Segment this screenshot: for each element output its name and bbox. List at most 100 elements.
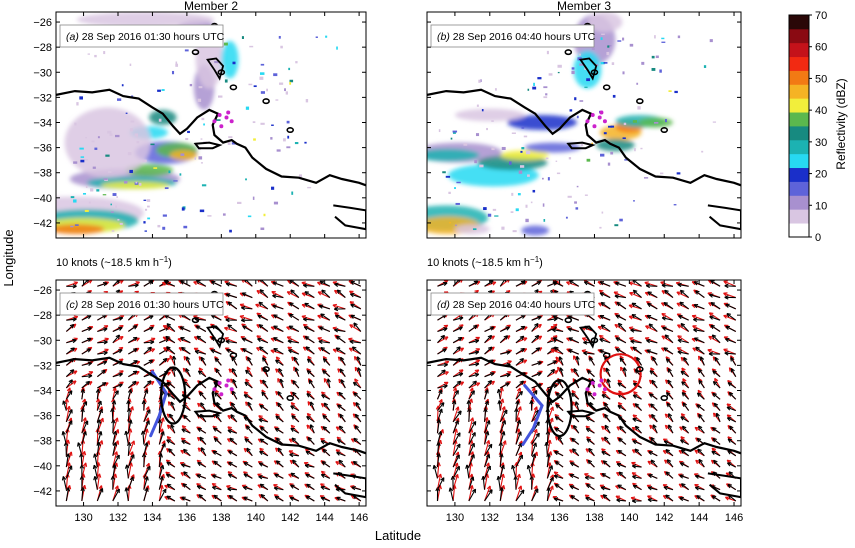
reflectivity-cell [548,177,550,180]
reflectivity-cell [574,97,576,100]
reflectivity-cell [543,96,547,98]
reflectivity-cell [463,143,467,146]
reflectivity-cell [602,212,604,214]
reflectivity-cell [446,176,450,178]
reflectivity-cell [232,62,235,65]
reflectivity-cell [130,121,134,123]
reflectivity-cell [147,206,150,208]
reflectivity-cell [216,119,220,121]
reflectivity-cell [606,52,609,55]
reflectivity-cell [94,148,97,150]
reflectivity-cell [109,133,112,135]
reflectivity-cell [491,120,494,122]
reflectivity-cell [613,95,616,98]
reflectivity-cell [637,106,640,109]
reflectivity-cell [83,193,86,195]
reflectivity-cell [455,225,457,226]
reflectivity-cell [612,62,614,65]
reflectivity-cell [652,56,655,59]
reflectivity-cell [271,187,274,190]
colorbar-segment [789,112,809,126]
reflectivity-cell [494,215,498,216]
reflectivity-cell [279,83,283,85]
reflectivity-cell [521,147,524,149]
reflectivity-cell [237,202,241,204]
y-tick-label: −26 [33,285,52,297]
reflectivity-cell [289,82,291,85]
reflectivity-cell [283,138,286,141]
reflectivity-cell [579,100,583,102]
reflectivity-cell [203,123,205,125]
reflectivity-cell [483,207,487,210]
y-tick-label: −30 [33,335,52,347]
reflectivity-cell [336,47,338,50]
reflectivity-cell [455,109,525,122]
reflectivity-cell [501,227,504,230]
reflectivity-cell [271,125,274,126]
reflectivity-cell [223,213,226,215]
reflectivity-cell [604,132,607,134]
reflectivity-cell [454,187,456,189]
station-marker [212,387,216,391]
reflectivity-cell [574,201,577,203]
reflectivity-cell [98,136,100,138]
reflectivity-cell [173,180,177,181]
y-tick-label: −42 [33,218,52,230]
panel-b-reflectivity: (b) 28 Sep 2016 04:40 hours UTC [404,12,741,238]
y-tick-label: −28 [33,42,52,54]
reflectivity-cell [70,226,73,227]
reflectivity-cell [254,85,257,87]
reflectivity-cell [260,123,264,125]
reflectivity-cell [288,68,290,70]
reflectivity-cell [677,172,681,174]
reflectivity-cell [491,148,494,151]
reflectivity-cell [537,77,541,79]
reflectivity-cell [608,163,610,166]
member3-title: Member 3 [557,0,611,13]
colorbar-tick-label: 30 [815,137,827,149]
station-marker [599,378,603,382]
reflectivity-cell [543,203,545,206]
reflectivity-cell [201,162,203,163]
reflectivity-cell [644,177,648,178]
reflectivity-cell [473,228,476,230]
reflectivity-cell [577,186,579,187]
reflectivity-cell [71,196,75,198]
reflectivity-cell [477,105,479,107]
station-marker [225,115,229,119]
reflectivity-cell [608,126,612,128]
colorbar-segment [789,126,809,140]
colorbar-segment [789,98,809,112]
reflectivity-cell [260,72,264,75]
reflectivity-cell [287,121,290,124]
reflectivity-cell [453,131,457,133]
reflectivity-cell [479,165,483,168]
reflectivity-cell [201,138,203,139]
reflectivity-cell [84,159,88,161]
reflectivity-cell [493,209,496,211]
reflectivity-cell [601,34,605,35]
panel-a-reflectivity: (a) 28 Sep 2016 01:30 hours UTC−26−28−30… [6,12,366,238]
reflectivity-cell [162,227,165,230]
reflectivity-cell [88,53,90,54]
station-marker [218,381,222,385]
reflectivity-cell [198,99,201,102]
reflectivity-cell [136,141,139,143]
reflectivity-cell [105,155,109,157]
x-tick-label: 130 [74,512,92,524]
colorbar-tick-label: 60 [815,42,827,54]
reflectivity-cell [198,156,202,159]
colorbar-tick-label: 50 [815,73,827,85]
reflectivity-cell [224,43,228,46]
reflectivity-cell [187,131,190,133]
x-tick-label: 132 [481,512,499,524]
reflectivity-cell [542,178,544,180]
reflectivity-cell [614,224,618,226]
reflectivity-cell [547,51,549,54]
reflectivity-cell [142,160,146,163]
reflectivity-cell [577,116,579,119]
x-tick-label: 142 [281,512,299,524]
reflectivity-cell [263,214,265,216]
reflectivity-cell [218,95,222,97]
